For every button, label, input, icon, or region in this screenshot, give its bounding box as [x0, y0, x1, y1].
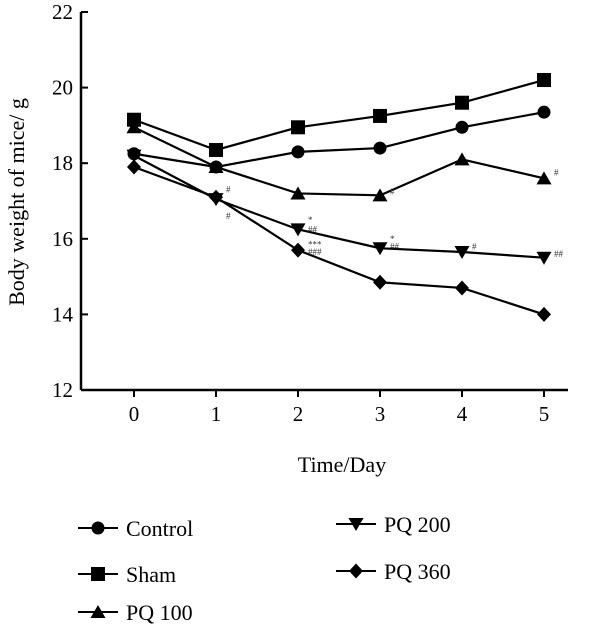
- legend-label: Sham: [126, 562, 176, 587]
- series-line-pq-360: [133, 165, 545, 316]
- data-point-control: [373, 141, 387, 155]
- x-axis-label: Time/Day: [298, 452, 386, 477]
- y-ticks: 12 14 16 18 20 22: [52, 0, 88, 402]
- legend-item-pq-200: PQ 200: [336, 512, 451, 537]
- data-point-pq-200: [290, 223, 306, 237]
- x-tick-label: 4: [457, 402, 468, 426]
- x-tick-label: 0: [129, 402, 140, 426]
- data-point-pq-360: [209, 189, 223, 205]
- data-point-pq-200: [454, 246, 470, 260]
- legend-item-pq-100: PQ 100: [78, 600, 193, 625]
- series-line-sham: [133, 78, 545, 152]
- series-lines: [133, 78, 545, 316]
- legend-label: Control: [126, 516, 193, 541]
- data-point-pq-200: [536, 251, 552, 265]
- significance-mark: #: [390, 187, 395, 197]
- series-line-pq-200: [133, 154, 545, 259]
- data-point-sham: [373, 108, 387, 123]
- data-point-control: [537, 105, 551, 119]
- significance-mark: ##: [308, 224, 318, 234]
- data-point-pq-100: [454, 152, 470, 166]
- legend-item-control: Control: [78, 516, 193, 541]
- data-point-sham: [455, 95, 469, 110]
- series-line-pq-100: [133, 126, 545, 197]
- y-tick-label: 20: [52, 76, 73, 100]
- data-point-pq-360: [291, 242, 305, 258]
- x-ticks: 0 1 2 3 4 5: [129, 390, 550, 426]
- legend: Control Sham PQ 100 PQ 200 PQ 360: [78, 512, 451, 625]
- legend-label: PQ 200: [384, 512, 451, 537]
- y-axis-label: Body weight of mice/ g: [4, 98, 29, 306]
- significance-mark: #: [554, 168, 559, 178]
- data-point-sham: [537, 73, 551, 88]
- x-tick-label: 2: [293, 402, 304, 426]
- x-tick-label: 3: [375, 402, 386, 426]
- significance-mark: ##: [554, 249, 564, 259]
- legend-marker-pq-200: [348, 518, 364, 531]
- data-point-sham: [291, 120, 305, 135]
- data-point-sham: [209, 142, 223, 157]
- y-tick-label: 14: [52, 302, 74, 326]
- legend-label: PQ 360: [384, 559, 451, 584]
- significance-mark: #: [226, 185, 231, 195]
- legend-item-sham: Sham: [78, 562, 176, 587]
- significance-mark: ***: [308, 239, 322, 249]
- axes: [79, 12, 568, 392]
- data-point-pq-100: [372, 188, 388, 202]
- y-tick-label: 16: [52, 227, 73, 251]
- data-point-pq-360: [373, 274, 387, 290]
- significance-mark: *: [390, 234, 395, 244]
- data-point-pq-360: [537, 306, 551, 322]
- data-point-control: [291, 145, 305, 159]
- legend-marker-control: [91, 521, 105, 535]
- data-point-pq-100: [208, 159, 224, 173]
- y-tick-label: 22: [52, 0, 73, 24]
- data-point-pq-360: [455, 280, 469, 296]
- data-point-control: [455, 120, 469, 134]
- legend-marker-pq-360: [349, 563, 363, 579]
- series-line-control: [133, 111, 545, 169]
- data-point-sham: [127, 112, 141, 127]
- significance-mark: *: [308, 215, 313, 225]
- series-markers: [126, 73, 552, 322]
- data-point-pq-200: [372, 242, 388, 256]
- significance-mark: ##: [390, 241, 400, 251]
- significance-mark: #: [472, 241, 477, 251]
- legend-marker-sham: [91, 567, 105, 581]
- legend-marker-pq-100: [90, 605, 106, 618]
- x-tick-label: 1: [211, 402, 222, 426]
- y-tick-label: 18: [52, 151, 73, 175]
- data-point-pq-360: [127, 159, 141, 175]
- y-tick-label: 12: [52, 378, 73, 402]
- legend-item-pq-360: PQ 360: [336, 559, 451, 584]
- data-point-pq-200: [126, 149, 142, 163]
- significance-annotations: ## *##***####*## ####: [226, 168, 564, 259]
- significance-mark: ###: [308, 247, 322, 257]
- x-tick-label: 5: [539, 402, 550, 426]
- data-point-pq-100: [290, 186, 306, 200]
- data-point-pq-100: [536, 171, 552, 185]
- data-point-pq-100: [126, 120, 142, 134]
- significance-mark: #: [226, 211, 231, 221]
- legend-label: PQ 100: [126, 600, 193, 625]
